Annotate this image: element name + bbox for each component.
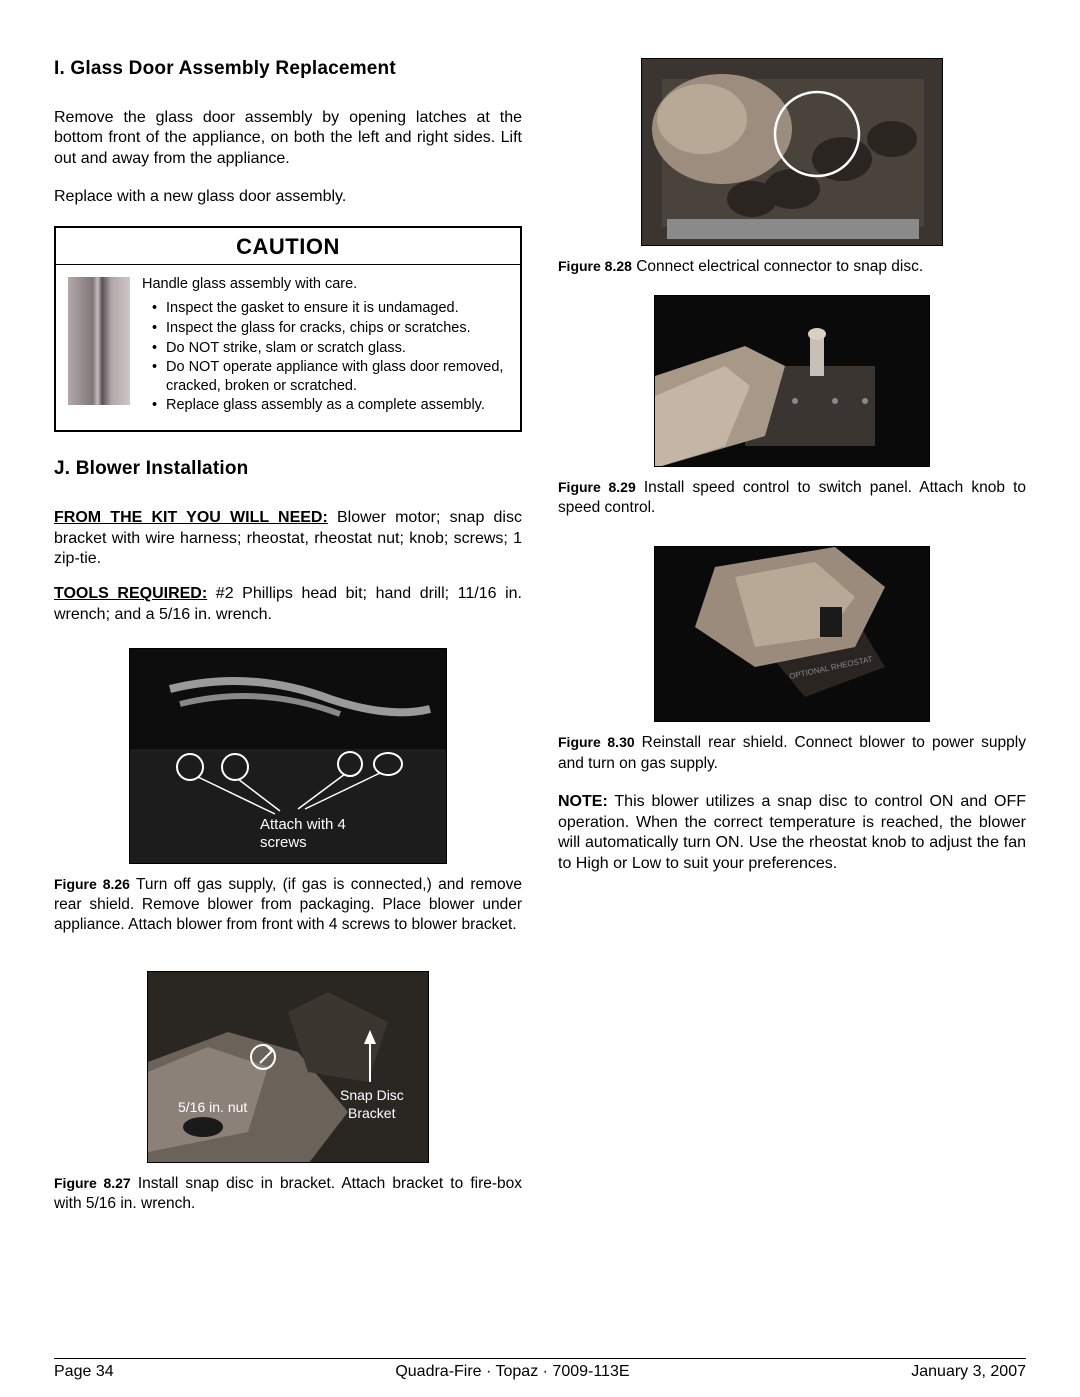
- page-footer: Page 34 Quadra-Fire · Topaz · 7009-113E …: [54, 1358, 1026, 1381]
- fig828-text: Connect electrical connector to snap dis…: [632, 258, 923, 275]
- caution-intro: Handle glass assembly with care.: [142, 275, 508, 294]
- tools-paragraph: TOOLS REQUIRED: #2 Phillips head bit; ha…: [54, 584, 522, 626]
- figure-8-29-caption: Figure 8.29 Install speed control to swi…: [558, 478, 1026, 518]
- footer-doc: Quadra-Fire · Topaz · 7009-113E: [395, 1363, 629, 1381]
- fig828-label: Figure 8.28: [558, 258, 632, 274]
- figure-8-26: Attach with 4 screws: [54, 648, 522, 869]
- figure-8-27-caption: Figure 8.27 Install snap disc in bracket…: [54, 1174, 522, 1214]
- section-i-heading: I. Glass Door Assembly Replacement: [54, 58, 522, 80]
- figure-8-30-caption: Figure 8.30 Reinstall rear shield. Conne…: [558, 733, 1026, 773]
- caution-title: CAUTION: [56, 228, 520, 264]
- caution-glass-image: [68, 277, 130, 405]
- section-i-para2: Replace with a new glass door assembly.: [54, 187, 522, 207]
- caution-item: Do NOT strike, slam or scratch glass.: [156, 339, 508, 358]
- fig827-overlay2: Snap Disc: [340, 1087, 404, 1103]
- note-paragraph: NOTE: This blower utilizes a snap disc t…: [558, 792, 1026, 875]
- fig827-overlay3: Bracket: [348, 1105, 396, 1121]
- fig826-label: Figure 8.26: [54, 876, 130, 892]
- fig827-label: Figure 8.27: [54, 1175, 131, 1191]
- kit-lead: FROM THE KIT YOU WILL NEED:: [54, 509, 328, 526]
- caution-list: Inspect the gasket to ensure it is undam…: [142, 299, 508, 414]
- figure-8-27: 5/16 in. nut Snap Disc Bracket: [54, 971, 522, 1168]
- fig829-label: Figure 8.29: [558, 479, 636, 495]
- note-text: This blower utilizes a snap disc to cont…: [558, 793, 1026, 872]
- figure-8-30: OPTIONAL RHEOSTAT: [558, 546, 1026, 727]
- caution-box: CAUTION Handle glass assembly with care.…: [54, 226, 522, 432]
- fig830-label: Figure 8.30: [558, 734, 635, 750]
- figure-8-26-caption: Figure 8.26 Turn off gas supply, (if gas…: [54, 875, 522, 935]
- caution-item: Replace glass assembly as a complete ass…: [156, 396, 508, 415]
- figure-8-29: [558, 295, 1026, 472]
- fig826-overlay1: Attach with 4: [260, 816, 346, 833]
- section-j-heading: J. Blower Installation: [54, 458, 522, 480]
- caution-item: Do NOT operate appliance with glass door…: [156, 358, 508, 395]
- section-i-para1: Remove the glass door assembly by openin…: [54, 108, 522, 169]
- figure-8-28: [558, 58, 1026, 251]
- fig827-overlay1: 5/16 in. nut: [178, 1099, 247, 1115]
- caution-item: Inspect the glass for cracks, chips or s…: [156, 319, 508, 338]
- fig826-overlay2: screws: [260, 834, 307, 851]
- footer-date: January 3, 2007: [911, 1363, 1026, 1381]
- tools-lead: TOOLS REQUIRED:: [54, 585, 207, 602]
- note-lead: NOTE:: [558, 793, 608, 810]
- caution-item: Inspect the gasket to ensure it is undam…: [156, 299, 508, 318]
- figure-8-28-caption: Figure 8.28 Connect electrical connector…: [558, 257, 1026, 277]
- footer-page: Page 34: [54, 1363, 114, 1381]
- kit-paragraph: FROM THE KIT YOU WILL NEED: Blower motor…: [54, 508, 522, 570]
